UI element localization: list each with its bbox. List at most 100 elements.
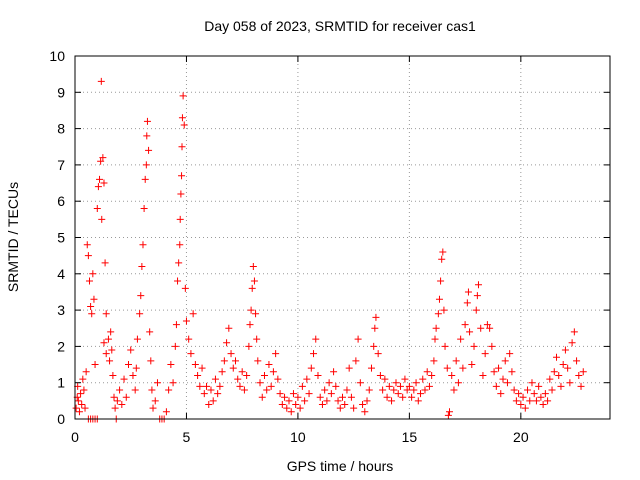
x-axis-label: GPS time / hours (287, 458, 394, 474)
data-point (99, 154, 107, 162)
data-point (229, 364, 237, 372)
y-tick-label: 1 (57, 375, 65, 391)
data-point (177, 190, 185, 198)
data-point (185, 335, 193, 343)
data-point (495, 364, 503, 372)
data-point (139, 241, 147, 249)
data-point (267, 382, 275, 390)
data-point (140, 204, 148, 212)
data-point (238, 368, 246, 376)
data-point (323, 397, 331, 405)
data-point (125, 361, 132, 369)
data-point (109, 371, 117, 379)
data-point (245, 342, 253, 350)
data-point (466, 328, 474, 336)
data-point (401, 375, 409, 383)
data-point (421, 386, 429, 394)
data-point (532, 397, 540, 405)
data-point (84, 252, 92, 260)
data-point (81, 404, 89, 412)
data-point (501, 357, 509, 365)
data-point (298, 382, 306, 390)
data-point (325, 379, 333, 387)
data-point (256, 379, 264, 387)
data-point (521, 404, 529, 412)
x-tick-label: 5 (183, 429, 191, 445)
data-point (305, 390, 313, 398)
x-tick-label: 15 (402, 429, 418, 445)
data-point (209, 397, 217, 405)
data-point (82, 368, 90, 376)
data-point (365, 386, 373, 394)
data-point (454, 379, 462, 387)
data-point (457, 335, 465, 343)
data-point (425, 382, 433, 390)
data-point (381, 375, 389, 383)
data-point (260, 371, 268, 379)
data-point (246, 321, 254, 329)
data-point (345, 364, 353, 372)
data-point (122, 393, 130, 401)
data-point (234, 375, 242, 383)
data-point (438, 255, 446, 263)
data-point (169, 379, 177, 387)
data-point (88, 310, 96, 318)
data-point (477, 324, 485, 332)
data-point (171, 342, 179, 350)
data-point (133, 335, 141, 343)
data-point (390, 386, 398, 394)
y-tick-label: 0 (57, 411, 65, 427)
data-point (240, 386, 248, 394)
data-point (443, 364, 451, 372)
data-point (374, 350, 382, 358)
data-point (83, 241, 91, 249)
data-point (162, 408, 170, 416)
data-point (147, 357, 155, 365)
data-point (408, 393, 416, 401)
data-point (566, 379, 574, 387)
data-point (483, 321, 491, 329)
data-point (214, 390, 222, 398)
data-point (379, 386, 387, 394)
data-point (120, 375, 128, 383)
data-point (530, 390, 538, 398)
data-point (423, 368, 431, 376)
data-point (546, 375, 554, 383)
data-point (314, 371, 322, 379)
data-point (175, 259, 183, 267)
data-point (561, 346, 569, 354)
data-point (182, 317, 190, 325)
data-point (503, 379, 511, 387)
data-point (367, 364, 375, 372)
data-point (548, 386, 556, 394)
data-point (243, 371, 251, 379)
data-point (281, 393, 289, 401)
data-point (167, 361, 175, 369)
data-point (508, 368, 516, 376)
data-point (263, 386, 271, 394)
data-point (486, 324, 494, 332)
data-point (218, 368, 226, 376)
data-point (405, 382, 413, 390)
data-point (450, 386, 458, 394)
data-point (434, 310, 442, 318)
data-point (77, 390, 85, 398)
data-point (414, 397, 422, 405)
data-point (129, 371, 137, 379)
data-point (541, 390, 549, 398)
data-point (178, 172, 186, 180)
data-point (553, 353, 560, 361)
data-point (137, 292, 145, 300)
data-point (439, 248, 447, 256)
data-point (350, 404, 358, 412)
data-point (178, 114, 186, 122)
data-point (138, 263, 146, 271)
data-point (111, 404, 119, 412)
data-point (430, 357, 438, 365)
data-point (334, 397, 342, 405)
data-point (575, 371, 583, 379)
data-point (151, 397, 159, 405)
data-point (194, 371, 202, 379)
data-point (497, 390, 505, 398)
